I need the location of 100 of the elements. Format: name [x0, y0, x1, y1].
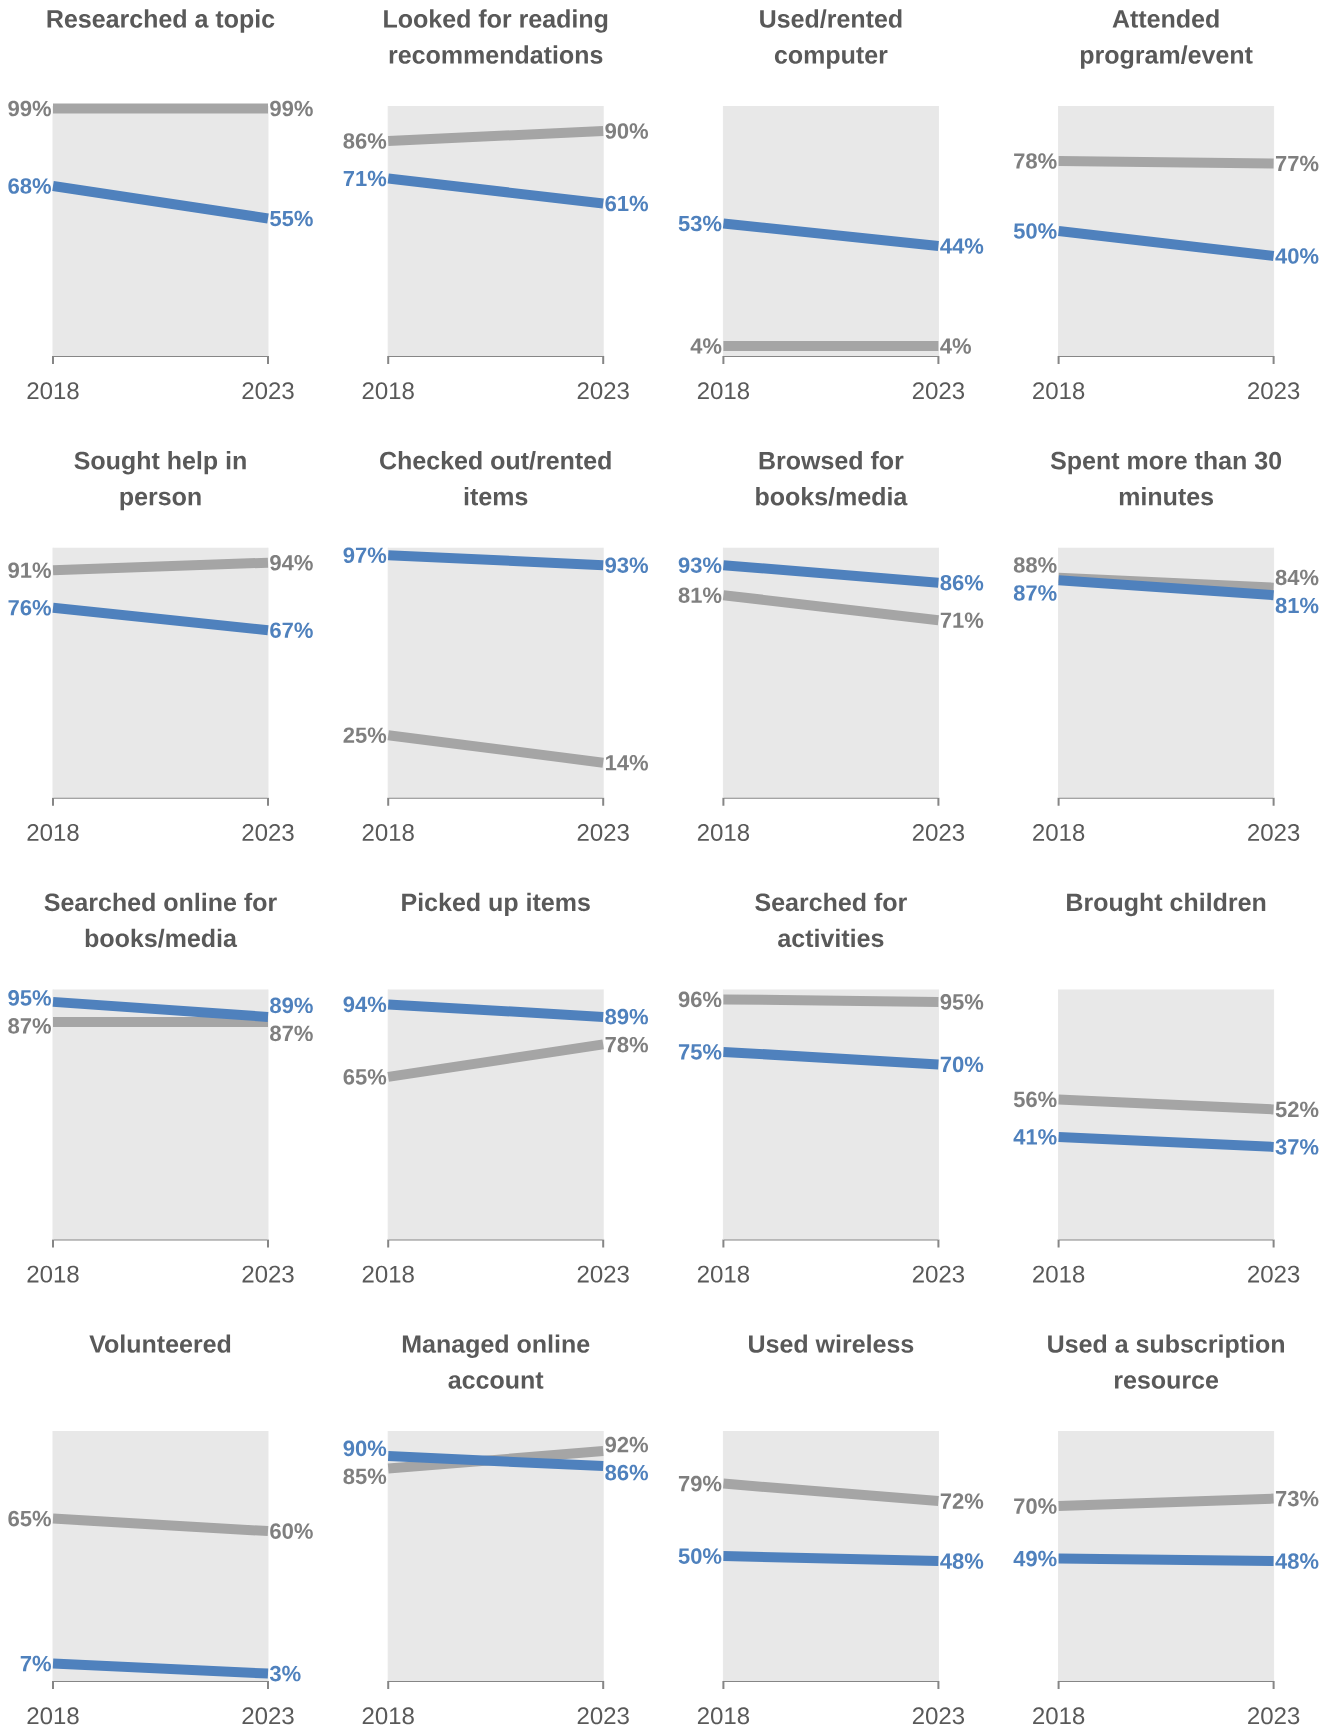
data-label: 87%: [1013, 585, 1057, 601]
x-tick-label: 2023: [1248, 382, 1300, 400]
data-label: 56%: [1013, 1091, 1057, 1108]
data-label: 73%: [1275, 1490, 1319, 1507]
data-label: 70%: [1014, 1498, 1057, 1514]
x-tick-label: 2023: [242, 1265, 294, 1283]
x-tick-label: 2018: [697, 1707, 750, 1725]
data-label: 4%: [690, 338, 722, 354]
chart-title: Browsed for books/media: [756, 451, 908, 506]
data-label: 84%: [1275, 569, 1319, 586]
data-label: 72%: [940, 1493, 984, 1509]
data-label: 61%: [605, 195, 649, 212]
data-label: 90%: [605, 123, 649, 139]
x-tick-label: 2023: [242, 382, 294, 400]
chart-title: Managed online account: [402, 1334, 590, 1389]
x-tick-label: 2023: [577, 382, 629, 400]
x-tick-label: 2018: [1033, 1707, 1085, 1725]
data-label: 91%: [8, 562, 52, 578]
data-label: 89%: [605, 1008, 649, 1025]
data-label: 95%: [940, 994, 984, 1010]
data-label: 48%: [1275, 1553, 1319, 1569]
data-label: 86%: [940, 574, 984, 591]
data-label: 79%: [678, 1475, 722, 1492]
data-label: 81%: [1275, 597, 1319, 614]
data-label: 85%: [343, 1468, 387, 1485]
x-tick-label: 2018: [27, 1265, 79, 1283]
data-label: 89%: [270, 997, 313, 1014]
data-label: 75%: [678, 1044, 722, 1060]
data-label: 60%: [270, 1523, 313, 1539]
chart-title: Used wireless: [749, 1334, 914, 1353]
data-label: 86%: [343, 133, 387, 149]
data-label: 67%: [270, 622, 313, 638]
data-label: 96%: [678, 991, 722, 1008]
data-label: 68%: [8, 178, 52, 194]
data-label: 87%: [8, 1018, 52, 1034]
data-label: 53%: [678, 215, 722, 232]
data-label: 3%: [269, 1665, 301, 1682]
x-tick-label: 2018: [1033, 382, 1085, 400]
chart-title: Volunteered: [89, 1334, 231, 1353]
x-tick-label: 2018: [362, 823, 414, 841]
data-label: 71%: [343, 170, 387, 187]
chart-title: Researched a topic: [47, 9, 275, 33]
x-tick-label: 2018: [697, 382, 750, 400]
chart-title: Used/rented computer: [760, 9, 902, 69]
x-tick-label: 2023: [1248, 1707, 1300, 1725]
data-label: 93%: [678, 557, 722, 573]
x-tick-label: 2023: [577, 1265, 629, 1283]
x-tick-label: 2018: [697, 1265, 750, 1283]
data-label: 55%: [270, 210, 313, 227]
x-tick-label: 2018: [362, 382, 414, 400]
data-label: 95%: [8, 990, 52, 1006]
x-tick-label: 2023: [912, 1707, 965, 1725]
data-label: 40%: [1275, 248, 1319, 264]
chart-title: Brought children: [1067, 892, 1266, 917]
data-label: 94%: [270, 554, 313, 571]
chart-title: Spent more than 30 minutes: [1050, 451, 1282, 506]
data-label: 65%: [343, 1069, 387, 1085]
chart-title: Searched online for books/media: [44, 892, 277, 948]
x-tick-label: 2023: [242, 823, 294, 841]
x-tick-label: 2018: [1033, 1265, 1085, 1283]
data-label: 87%: [270, 1025, 313, 1042]
x-tick-label: 2018: [697, 823, 750, 841]
chart-title: Looked for reading recommendations: [384, 9, 608, 64]
chart-title: Attended program/event: [1080, 9, 1253, 69]
data-label: 90%: [343, 1440, 387, 1457]
data-label: 86%: [605, 1464, 649, 1481]
data-label: 14%: [605, 754, 649, 771]
x-tick-label: 2023: [1248, 823, 1300, 841]
data-label: 92%: [605, 1436, 649, 1453]
data-label: 41%: [1013, 1129, 1057, 1145]
chart-title: Used a subscription resource: [1048, 1334, 1284, 1389]
x-tick-label: 2023: [577, 823, 629, 841]
data-label: 88%: [1013, 557, 1057, 573]
data-label: 78%: [1014, 153, 1057, 169]
data-label: 48%: [940, 1553, 984, 1569]
data-label: 76%: [8, 599, 52, 616]
chart-title: Searched for activities: [755, 892, 907, 948]
data-label: 37%: [1275, 1139, 1319, 1155]
x-tick-label: 2023: [912, 1265, 965, 1283]
data-label: 94%: [343, 996, 387, 1013]
data-label: 77%: [1275, 155, 1319, 172]
data-label: 44%: [940, 238, 984, 254]
data-label: 99%: [270, 100, 313, 117]
x-tick-label: 2018: [27, 1707, 79, 1725]
data-label: 50%: [1013, 223, 1057, 239]
data-label: 78%: [605, 1036, 649, 1053]
data-label: 93%: [605, 557, 649, 573]
chart-title: Picked up items: [402, 892, 590, 917]
x-tick-label: 2023: [577, 1707, 629, 1725]
x-tick-label: 2023: [242, 1707, 294, 1725]
data-label: 65%: [8, 1510, 52, 1527]
x-tick-label: 2018: [27, 382, 79, 400]
data-label: 52%: [1275, 1101, 1319, 1118]
x-tick-label: 2023: [912, 382, 965, 400]
data-label: 25%: [343, 727, 387, 743]
x-tick-label: 2018: [362, 1707, 414, 1725]
chart-title: Sought help in person: [74, 451, 246, 511]
x-tick-label: 2018: [362, 1265, 414, 1283]
x-tick-label: 2018: [27, 823, 79, 841]
x-tick-label: 2023: [1248, 1265, 1300, 1283]
